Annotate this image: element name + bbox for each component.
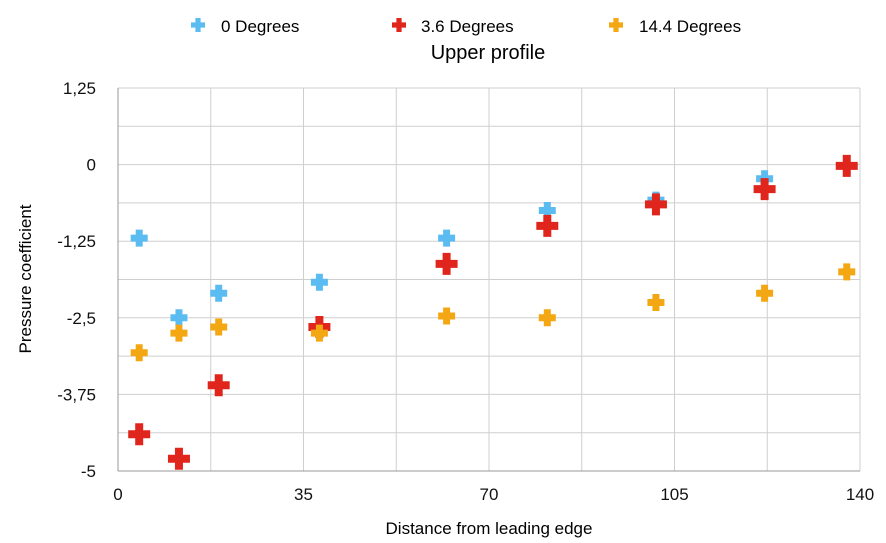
y-tick-label: 0 — [87, 156, 96, 175]
x-tick-labels: 0 35 70 105 140 — [113, 485, 874, 504]
data-point — [170, 324, 188, 342]
legend: 0 Degrees 3.6 Degrees 14.4 Degrees — [191, 17, 741, 36]
x-axis-title: Distance from leading edge — [386, 519, 593, 538]
y-tick-label: -3,75 — [57, 385, 96, 404]
data-point — [538, 309, 556, 327]
data-point — [435, 252, 458, 275]
y-tick-label: 1,25 — [63, 79, 96, 98]
grid — [118, 87, 861, 471]
data-point — [130, 229, 148, 247]
data-point — [838, 263, 856, 281]
data-point — [128, 423, 151, 446]
y-axis-title: Pressure coefficient — [16, 204, 35, 353]
series-0 — [130, 157, 856, 327]
legend-item: 3.6 Degrees — [392, 17, 514, 36]
data-point — [310, 324, 328, 342]
data-point — [538, 202, 556, 220]
data-point — [130, 344, 148, 362]
legend-item: 14.4 Degrees — [609, 17, 741, 36]
x-tick-label: 105 — [660, 485, 688, 504]
data-point — [647, 293, 665, 311]
data-point — [536, 214, 559, 237]
data-point — [310, 273, 328, 291]
axes — [117, 88, 860, 472]
series-2 — [130, 263, 856, 362]
x-tick-label: 140 — [846, 485, 874, 504]
x-tick-label: 70 — [480, 485, 499, 504]
legend-label: 0 Degrees — [221, 17, 299, 36]
y-tick-label: -2,5 — [67, 309, 96, 328]
data-point — [835, 154, 858, 177]
x-tick-label: 35 — [294, 485, 313, 504]
legend-marker — [392, 18, 406, 32]
legend-label: 14.4 Degrees — [639, 17, 741, 36]
y-tick-label: -5 — [81, 462, 96, 481]
data-point — [438, 307, 456, 325]
data-point — [438, 229, 456, 247]
data-point — [753, 178, 776, 201]
data-point — [207, 374, 230, 397]
data-point — [167, 447, 190, 470]
legend-marker — [191, 18, 205, 32]
chart-title: Upper profile — [431, 42, 546, 64]
y-tick-label: -1,25 — [57, 232, 96, 251]
series-1 — [128, 154, 858, 470]
data-point — [170, 309, 188, 327]
data-point — [756, 284, 774, 302]
data-point — [644, 193, 667, 216]
legend-marker — [609, 18, 623, 32]
data-point — [210, 318, 228, 336]
legend-item: 0 Degrees — [191, 17, 299, 36]
data-series — [128, 154, 858, 470]
data-point — [210, 284, 228, 302]
y-tick-labels: 1,25 0 -1,25 -2,5 -3,75 -5 — [57, 79, 96, 481]
x-tick-label: 0 — [113, 485, 122, 504]
legend-label: 3.6 Degrees — [421, 17, 514, 36]
